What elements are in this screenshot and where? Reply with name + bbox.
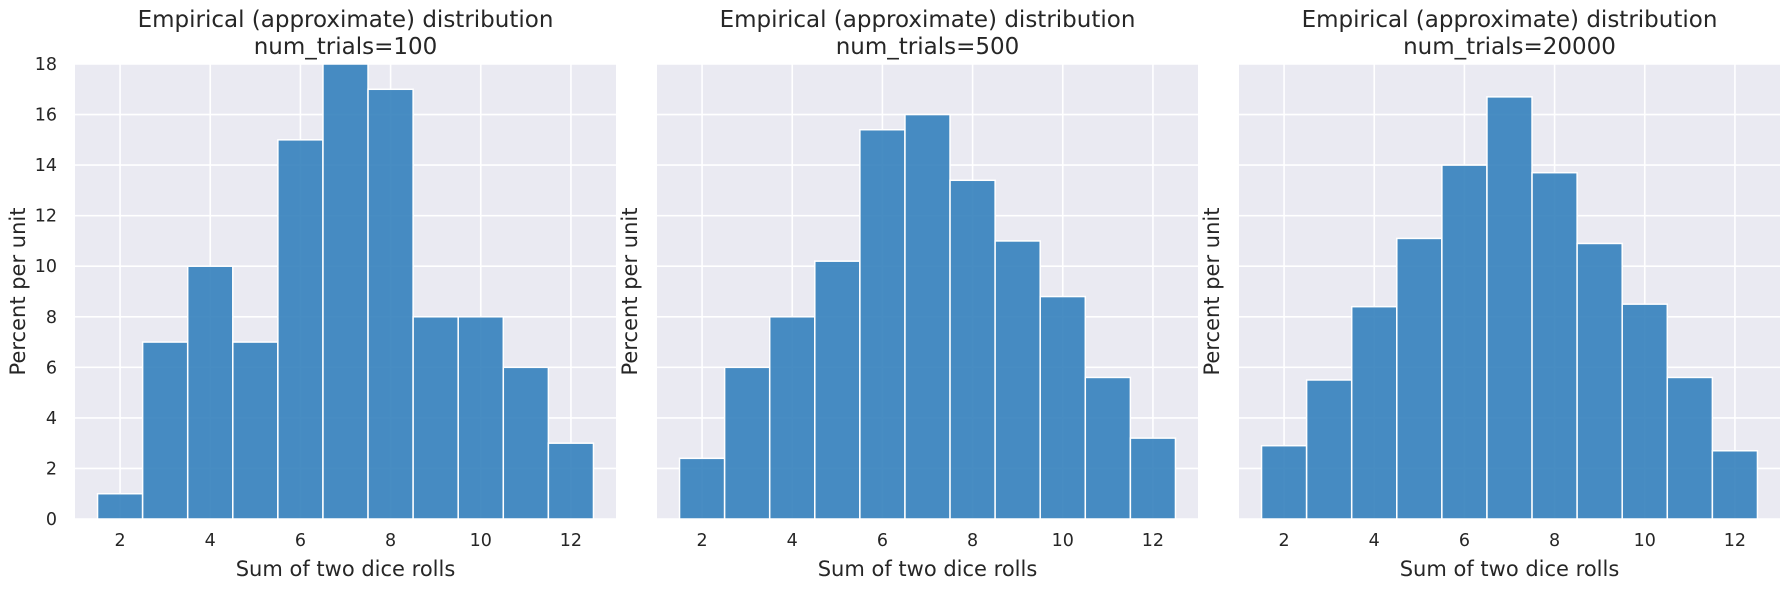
y-tick-label: 8 [46, 308, 57, 328]
histogram-bar [232, 341, 279, 520]
histogram-bar [904, 113, 951, 520]
chart-title-line: Empirical (approximate) distribution [138, 7, 554, 33]
chart-title-line: num_trials=500 [836, 34, 1020, 60]
x-tick-label: 6 [1459, 531, 1470, 551]
histogram-bar [412, 316, 459, 520]
x-tick-label: 2 [697, 531, 708, 551]
y-tick-label: 0 [46, 510, 57, 530]
histogram-bar [322, 63, 369, 520]
histogram-bar [457, 316, 505, 520]
histogram-bar [502, 366, 550, 520]
x-tick-label: 4 [1369, 531, 1380, 551]
chart-panel-2: 2 4 6 8 10 12 Empirical (approximate) distribu… [618, 7, 1198, 581]
x-tick-label: 4 [205, 531, 216, 551]
x-tick-label: 2 [1279, 531, 1290, 551]
histogram-bar [277, 139, 324, 520]
chart-title-line: num_trials=20000 [1403, 34, 1616, 60]
y-tick-label: 4 [46, 409, 57, 429]
x-tick-label: 10 [470, 531, 492, 551]
y-tick-label: 12 [35, 207, 57, 227]
chart-panel-1: 2 4 6 8 10 12 0 2 4 6 8 10 12 14 16 18 Empirical (approx… [6, 7, 616, 581]
y-tick-label: 2 [46, 459, 57, 479]
x-tick-label: 2 [115, 531, 126, 551]
histogram-bar [186, 265, 234, 520]
histogram-bar [1084, 376, 1132, 520]
histogram-bar [949, 179, 996, 520]
x-axis-label: Sum of two dice rolls [236, 557, 456, 581]
x-tick-label: 12 [1724, 531, 1746, 551]
histogram-bar [723, 366, 771, 520]
histogram-bar [1621, 303, 1669, 520]
histogram-bar [1396, 237, 1443, 520]
chart-title-line: Empirical (approximate) distribution [720, 7, 1136, 33]
histogram-bar [1711, 450, 1759, 520]
histogram-bar [814, 260, 861, 520]
chart-title-line: Empirical (approximate) distribution [1302, 7, 1718, 33]
histogram-bar [1576, 242, 1623, 520]
y-tick-label: 18 [35, 55, 57, 75]
histogram-bar [547, 442, 595, 520]
y-tick-label: 10 [35, 257, 57, 277]
histogram-bar [96, 492, 144, 520]
x-tick-label: 6 [877, 531, 888, 551]
chart-title: Empirical (approximate) distribution num_… [720, 7, 1136, 60]
x-tick-label: 8 [385, 531, 396, 551]
x-axis-label: Sum of two dice rolls [1400, 557, 1620, 581]
histogram-bar [1666, 376, 1714, 520]
histogram-bar [1305, 379, 1353, 520]
y-axis-label: Percent per unit [618, 208, 642, 376]
x-tick-label: 8 [967, 531, 978, 551]
y-axis-label: Percent per unit [6, 208, 30, 376]
y-tick-label: 16 [35, 106, 57, 126]
histogram-bar [141, 341, 189, 520]
chart-panel-3: 2 4 6 8 10 12 Empirical (approximate) distribu… [1200, 7, 1780, 581]
x-tick-label: 12 [560, 531, 582, 551]
histogram-bar [1129, 437, 1177, 520]
histogram-bar [1039, 295, 1087, 520]
histogram-bar [1441, 164, 1488, 520]
y-tick-label: 6 [46, 358, 57, 378]
x-tick-label: 12 [1142, 531, 1164, 551]
histogram-bar [367, 88, 414, 520]
histogram-bar [768, 316, 816, 520]
x-axis-label: Sum of two dice rolls [818, 557, 1038, 581]
y-tick-label: 14 [35, 156, 57, 176]
x-tick-label: 10 [1052, 531, 1074, 551]
histogram-bar [678, 457, 726, 520]
histogram-bar [859, 128, 906, 520]
chart-title: Empirical (approximate) distribution num_… [1302, 7, 1718, 60]
x-tick-label: 10 [1634, 531, 1656, 551]
histogram-bar [994, 240, 1041, 520]
x-tick-label: 4 [787, 531, 798, 551]
chart-title-line: num_trials=100 [254, 34, 438, 60]
histogram-bar [1531, 171, 1578, 520]
x-tick-label: 8 [1549, 531, 1560, 551]
x-tick-label: 6 [295, 531, 306, 551]
histogram-bar [1486, 96, 1533, 520]
histogram-bar [1260, 444, 1308, 520]
y-axis-label: Percent per unit [1200, 208, 1224, 376]
histogram-bar [1350, 305, 1398, 520]
chart-title: Empirical (approximate) distribution num_… [138, 7, 554, 60]
